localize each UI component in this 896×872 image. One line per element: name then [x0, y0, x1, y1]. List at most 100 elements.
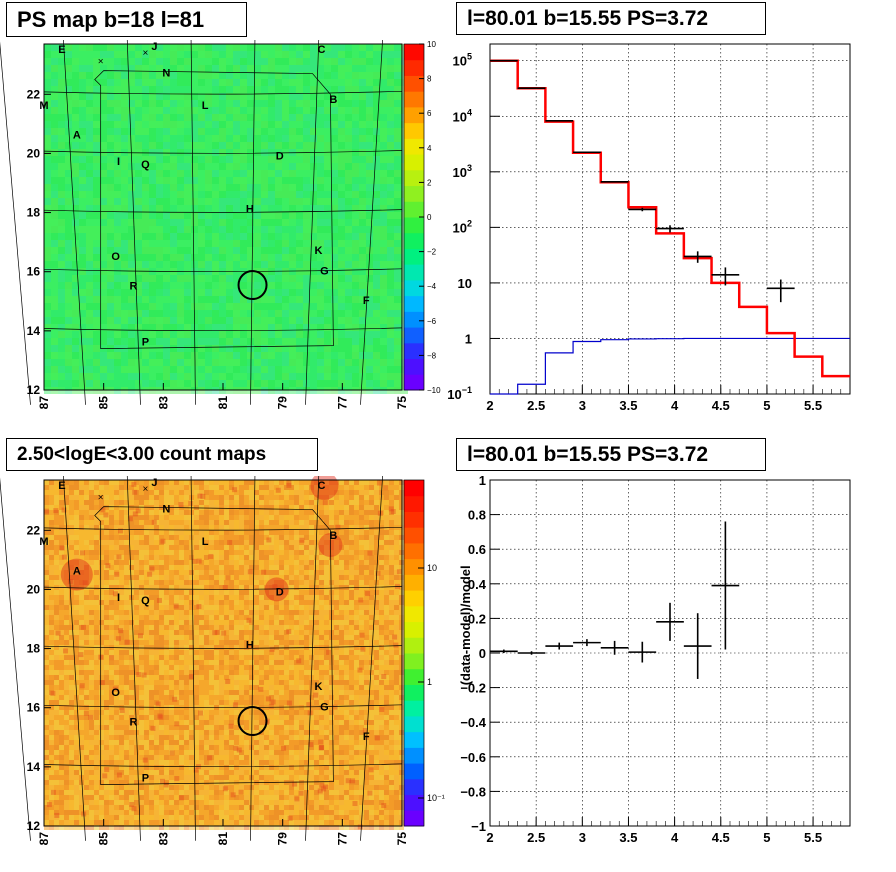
colorbar-tick-label: 10 [427, 40, 436, 49]
cross-mark: × [98, 57, 104, 68]
longitude-line [126, 40, 141, 405]
count-pixel [379, 707, 385, 713]
source-label-K: K [314, 681, 322, 693]
count-pixel [129, 802, 135, 807]
count-pixel [178, 795, 184, 801]
x-tick-label: 4.5 [712, 398, 730, 413]
count-pixel [208, 553, 214, 559]
count-pixel [227, 539, 233, 545]
ps-map-title: PS map b=18 l=81 [6, 2, 247, 37]
count-pixel [103, 512, 109, 518]
count-pixel [78, 652, 84, 658]
count-pixel [119, 707, 125, 713]
count-pixel [116, 772, 122, 778]
count-pixel [102, 773, 108, 779]
count-pixel [275, 487, 281, 493]
count-pixel [200, 493, 206, 499]
y-tick-label: −0.8 [460, 784, 486, 799]
count-pixel [270, 699, 276, 705]
longitude-line [305, 40, 320, 405]
count-map-title: 2.50<logE<3.00 count maps [6, 438, 318, 471]
source-label-O: O [111, 687, 120, 699]
colorbar-tick-label: 10⁻¹ [427, 793, 445, 803]
count-pixel [100, 507, 106, 513]
source-circle [237, 706, 268, 737]
latitude-line [43, 150, 403, 154]
count-pixel [332, 704, 338, 710]
count-pixel [299, 537, 305, 543]
spectrum-title: l=80.01 b=15.55 PS=3.72 [456, 2, 766, 35]
map-pixels [44, 480, 404, 830]
count-pixel [318, 745, 324, 751]
source-label-J: J [151, 41, 157, 53]
x-tick-label: 4 [671, 830, 679, 845]
count-pixel [104, 767, 110, 773]
count-pixel [392, 634, 398, 640]
count-pixel [381, 674, 387, 680]
x-tick-label: 5.5 [804, 398, 822, 413]
count-pixel [350, 778, 356, 784]
count-pixel [118, 628, 124, 634]
colorbar-tick-label: −2 [427, 248, 437, 257]
count-pixel [268, 704, 274, 710]
count-pixel [196, 558, 202, 564]
count-pixel [265, 696, 271, 702]
count-pixel [383, 485, 389, 491]
source-label-A: A [73, 566, 81, 578]
x-tick-label: 79 [276, 396, 290, 410]
colorbar-tick-label: −6 [427, 317, 437, 326]
source-label-G: G [320, 266, 329, 278]
y-tick-label: 105 [453, 52, 472, 69]
source-label-D: D [276, 150, 284, 162]
x-tick-label: 2.5 [527, 830, 545, 845]
count-pixel [247, 569, 253, 575]
count-pixel [207, 755, 213, 761]
count-pixel [50, 690, 56, 696]
color-bar [404, 44, 424, 391]
x-tick-label: 85 [97, 396, 111, 410]
count-pixel [319, 782, 325, 788]
longitude-line [250, 476, 256, 841]
count-pixel [286, 700, 292, 706]
source-label-P: P [142, 337, 149, 349]
y-tick-label: 22 [27, 523, 41, 537]
y-tick-label: −0.2 [460, 681, 486, 696]
count-pixel [335, 524, 341, 530]
y-tick-label: 0.8 [468, 508, 486, 523]
y-tick-label: 104 [453, 107, 472, 124]
source-label-E: E [58, 480, 65, 492]
cross-mark: × [143, 484, 149, 495]
y-tick-label: −1 [471, 819, 486, 834]
count-pixel [54, 812, 60, 818]
coordinate-grid [0, 40, 403, 405]
x-tick-label: 3.5 [619, 830, 637, 845]
count-pixel [46, 802, 52, 808]
count-pixel [232, 487, 238, 493]
region-outline [94, 506, 334, 785]
y-axis-label: (data-model)/model [458, 565, 473, 685]
source-label-M: M [39, 536, 48, 548]
count-pixel [358, 597, 364, 603]
map-pixels [44, 44, 408, 394]
colorbar-tick-label: 0 [427, 213, 432, 222]
source-label-I: I [117, 156, 120, 168]
count-pixel [142, 757, 148, 763]
count-pixel [225, 575, 231, 581]
y-tick-label: 103 [453, 163, 472, 180]
x-tick-label: 2 [486, 398, 493, 413]
count-pixel [326, 649, 332, 655]
count-pixel [388, 506, 394, 512]
count-pixel [292, 781, 298, 787]
count-pixel [375, 570, 381, 576]
background-model-histogram [490, 337, 850, 395]
source-circle [237, 270, 268, 301]
source-label-Q: Q [141, 595, 150, 607]
count-pixel [79, 550, 85, 556]
count-pixel [390, 509, 396, 515]
y-tick-label: 0.2 [468, 611, 486, 626]
y-tick-label: 12 [27, 819, 41, 833]
count-pixel [178, 501, 184, 507]
y-tick-label: −0.6 [460, 750, 486, 765]
